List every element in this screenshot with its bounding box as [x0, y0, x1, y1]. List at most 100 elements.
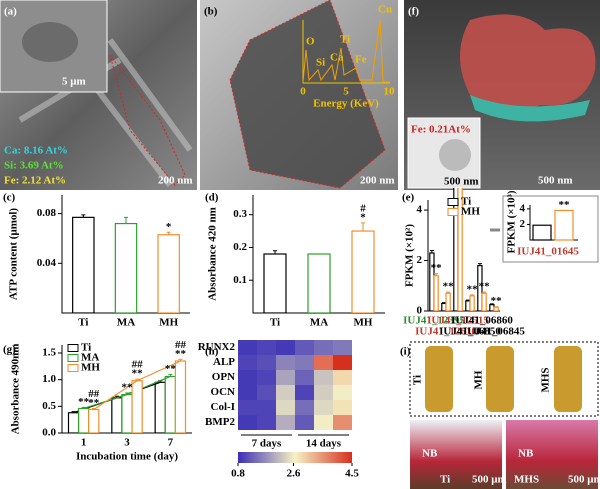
bar [131, 380, 143, 433]
scale-text: 500 μm [472, 474, 507, 486]
panel-label: (e) [402, 192, 415, 204]
y-axis-label: ATP content (μmol) [8, 208, 20, 301]
x-tick-label: IUJ41_12515 [427, 315, 489, 327]
eds-peak: Cu [378, 4, 392, 16]
heat-cell [295, 415, 314, 430]
bar [465, 300, 471, 311]
x-tick-label: MH [354, 317, 373, 329]
colorbar-label: 0.8 [231, 468, 245, 480]
composition: Si: 3.69 At% [4, 160, 64, 172]
composition: Ca: 8.16 At% [4, 145, 68, 157]
x-tick-label: 7 [168, 437, 174, 449]
row-label: Col-I [211, 401, 235, 413]
outline [109, 54, 186, 186]
histology-image [410, 420, 502, 489]
y-tick-label: 0.5 [42, 400, 56, 412]
bar [351, 230, 375, 313]
heat-cell [276, 340, 295, 355]
y-tick-label: 0 [417, 305, 423, 317]
plot [263, 222, 375, 313]
bar [67, 412, 80, 433]
significance: ** [467, 283, 479, 295]
eds-tick: 10 [384, 86, 396, 98]
significance: ## [175, 339, 187, 351]
x-tick-label: MH [159, 317, 178, 329]
significance: ** [122, 382, 134, 394]
error-bar [361, 222, 365, 232]
eds-peak: Ca [330, 52, 344, 64]
inset-text: Fe: 0.21At% [411, 124, 471, 136]
scale-text: 200 nm [158, 175, 193, 187]
composition: Fe: 2.12 At% [4, 175, 66, 187]
sample-label: Ti [440, 474, 450, 486]
row-label: RUNX2 [198, 341, 236, 353]
histology-image [506, 420, 598, 489]
y-axis-label: Absorbance 490nm [10, 344, 22, 435]
panel-label: (h) [205, 346, 219, 358]
significance: ** [132, 368, 144, 380]
heat-cell [238, 415, 257, 430]
significance: ** [479, 281, 491, 293]
significance: ** [165, 363, 177, 375]
heat-cell [295, 400, 314, 415]
eds-axis [302, 20, 390, 84]
y-tick-label: 0.08 [37, 207, 57, 219]
x-tick-label: MA [310, 317, 328, 329]
panel-label: (d) [205, 192, 219, 204]
panel-label: (c) [3, 192, 16, 204]
particle [230, 0, 385, 188]
error-bar [489, 303, 494, 305]
trend-line [83, 375, 171, 410]
heat-cell [333, 355, 352, 370]
legend-label: Ti [81, 342, 91, 354]
sample-label: MH [473, 370, 485, 389]
heat-cell [257, 370, 276, 385]
row-label: ALP [213, 356, 235, 368]
bar [174, 360, 187, 433]
x-axis-label: Incubation time (day) [76, 451, 178, 463]
heat-cell [276, 415, 295, 430]
error-bar [465, 299, 470, 301]
x-tick-label: 3 [124, 437, 130, 449]
scale-text: 500 μm [568, 474, 600, 486]
heat-cell [314, 370, 333, 385]
panel-label: (i) [400, 346, 411, 358]
error-bar [166, 231, 171, 235]
x-tick-label: IUJ41_12395 [403, 315, 465, 327]
heat-cell [257, 400, 276, 415]
heat-cell [276, 400, 295, 415]
x-tick-label: IUJ41_06850 [439, 326, 501, 338]
y-tick-label: 0.04 [37, 257, 57, 269]
legend-label: MA [81, 352, 99, 364]
bar [121, 394, 133, 433]
row-label: OCN [211, 386, 236, 398]
significance: ** [559, 199, 571, 211]
heat-cell [238, 340, 257, 355]
sample-label: MHS [514, 474, 539, 486]
heat-cell [314, 415, 333, 430]
eds-peak: O [306, 36, 315, 48]
tissue-label: NB [422, 448, 438, 460]
plot [72, 214, 180, 313]
group-label: 7 days [252, 438, 282, 450]
heat-cell [333, 400, 352, 415]
heat-cell [276, 370, 295, 385]
bar [114, 222, 138, 313]
scale-text: 5 μm [62, 76, 86, 88]
error-bar [168, 373, 173, 377]
significance: ## [88, 388, 100, 400]
heat-cell [295, 340, 314, 355]
row-label: OPN [212, 371, 235, 383]
scale-text: 500 nm [538, 175, 573, 187]
heat-cell [333, 385, 352, 400]
heat-cell [314, 400, 333, 415]
eds-tick: 5 [343, 86, 349, 98]
cell [460, 14, 596, 111]
eds-spectrum [302, 19, 390, 83]
legend-label: MH [461, 206, 480, 218]
plot [429, 188, 499, 311]
y-tick-label: 0.1 [233, 274, 247, 286]
error-bar [178, 358, 183, 361]
bar [164, 375, 176, 433]
